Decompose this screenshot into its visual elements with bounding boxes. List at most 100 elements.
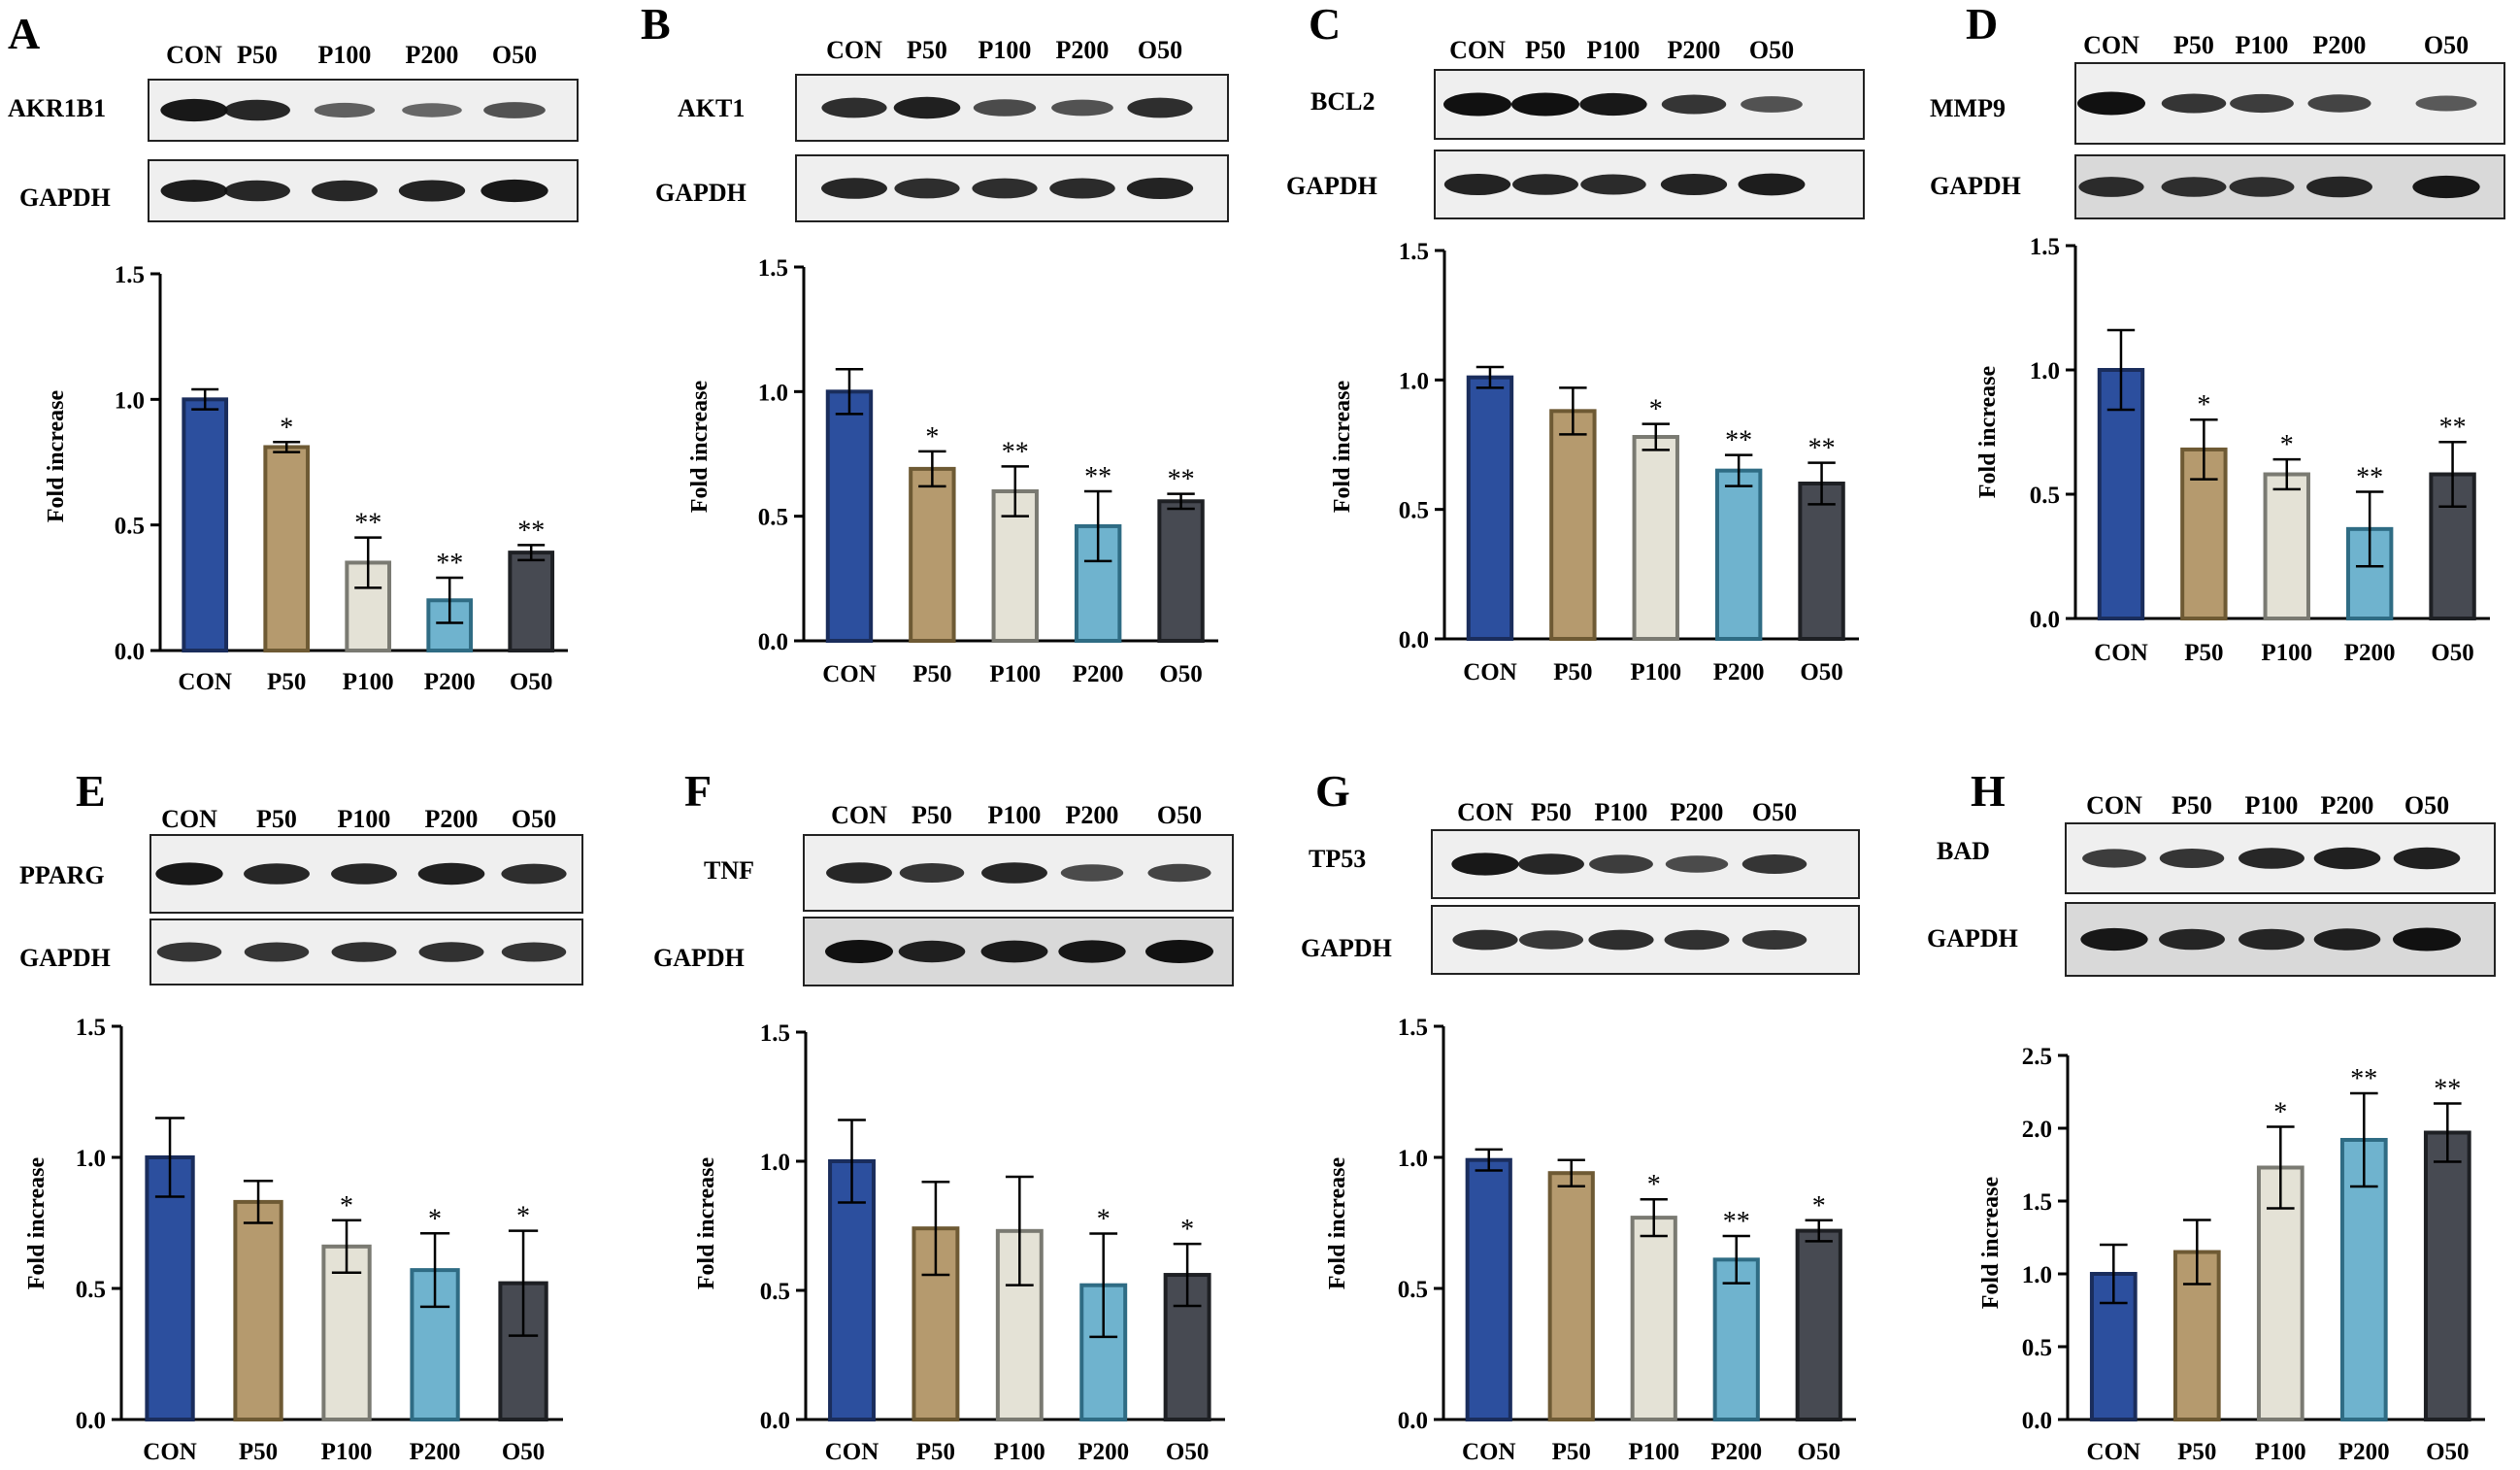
protein-label: TNF xyxy=(704,856,754,885)
x-tick-label: O50 xyxy=(1159,661,1202,687)
x-tick-label: P50 xyxy=(2177,1439,2216,1465)
blot-band xyxy=(418,942,484,962)
blot-band xyxy=(972,178,1038,199)
y-tick-label: 0.5 xyxy=(1398,1277,1428,1303)
blot-lane-label: CON xyxy=(166,41,222,69)
y-tick-label: 0.0 xyxy=(76,1408,106,1434)
blot-band xyxy=(899,863,965,883)
panel-letter: D xyxy=(1966,0,1998,49)
blot-band xyxy=(331,863,397,885)
gapdh-label: GAPDH xyxy=(1301,934,1392,962)
blot-lane-label: O50 xyxy=(512,805,556,833)
gapdh-label: GAPDH xyxy=(19,184,111,212)
significance-mark: ** xyxy=(1723,1207,1750,1237)
blot-lane-label: CON xyxy=(161,805,217,833)
blot-band xyxy=(398,180,466,202)
bar xyxy=(1465,1157,1512,1421)
y-tick-label: 0.5 xyxy=(2022,1335,2052,1361)
bar xyxy=(263,445,311,653)
bar xyxy=(825,389,874,643)
blot-lane-label: CON xyxy=(1449,36,1506,64)
blot-lane-label: P100 xyxy=(1587,36,1641,64)
blot-band xyxy=(2161,177,2227,197)
blot-band xyxy=(1579,92,1647,117)
blot-lane-label: P50 xyxy=(1525,36,1566,64)
x-tick-label: P100 xyxy=(989,661,1041,687)
significance-mark: ** xyxy=(2356,462,2383,492)
blot-lane-label: P100 xyxy=(2245,791,2299,819)
blot-band xyxy=(2159,928,2225,951)
blot-band xyxy=(1060,864,1124,882)
blot-band xyxy=(244,863,310,885)
bar xyxy=(2097,368,2145,620)
blot-lane-label: P100 xyxy=(2236,31,2289,59)
blot-band xyxy=(1451,852,1519,876)
blot-band xyxy=(1452,929,1518,951)
panel-letter: A xyxy=(8,9,40,58)
panel-letter: E xyxy=(76,766,106,816)
y-axis-label: Fold increase xyxy=(694,1157,719,1290)
y-axis-label: Fold increase xyxy=(1975,366,2001,499)
blot-band xyxy=(1580,174,1646,195)
blot-band xyxy=(160,180,228,202)
blot-band xyxy=(1741,930,1807,950)
significance-mark: * xyxy=(2280,430,2294,460)
y-tick-label: 0.0 xyxy=(758,629,788,655)
blot-lane-label: P100 xyxy=(988,801,1042,829)
bar xyxy=(1630,1216,1677,1421)
gapdh-label: GAPDH xyxy=(1927,924,2018,952)
x-tick-label: P100 xyxy=(2255,1439,2306,1465)
x-tick-label: P100 xyxy=(1630,659,1681,685)
blot-band xyxy=(1588,929,1654,951)
blot-band xyxy=(501,942,567,962)
bar xyxy=(1466,375,1514,641)
blot-band xyxy=(2415,95,2477,112)
blot-band xyxy=(1512,174,1578,195)
y-tick-label: 0.5 xyxy=(760,1279,790,1305)
blot-lane-label: P50 xyxy=(256,805,297,833)
blot-band xyxy=(1058,940,1126,963)
significance-mark: ** xyxy=(1002,437,1029,467)
blot-band xyxy=(483,102,546,118)
protein-label: AKR1B1 xyxy=(8,94,106,122)
x-tick-label: P200 xyxy=(2338,1439,2390,1465)
y-tick-label: 1.5 xyxy=(2030,234,2060,260)
x-tick-label: P50 xyxy=(916,1439,955,1465)
bar xyxy=(1632,435,1679,641)
y-tick-label: 1.5 xyxy=(2022,1189,2052,1216)
x-tick-label: O50 xyxy=(2426,1439,2469,1465)
significance-mark: ** xyxy=(1725,426,1752,456)
significance-mark: * xyxy=(1180,1215,1194,1245)
y-axis-label: Fold increase xyxy=(1330,381,1355,514)
y-axis-label: Fold increase xyxy=(44,390,69,523)
y-tick-label: 0.0 xyxy=(2022,1408,2052,1434)
bar xyxy=(233,1199,283,1422)
blot-lane-label: O50 xyxy=(2404,791,2449,819)
x-tick-label: O50 xyxy=(502,1439,545,1465)
x-tick-label: CON xyxy=(178,669,232,695)
y-tick-label: 1.5 xyxy=(76,1015,106,1041)
blot-band xyxy=(1443,173,1511,196)
blot-band xyxy=(402,103,462,117)
significance-mark: * xyxy=(1647,1170,1661,1200)
x-tick-label: P50 xyxy=(2184,640,2223,666)
x-tick-label: CON xyxy=(822,661,877,687)
panel-f: F CON P50 P100 P200 O50 TNF GAPDH 0.0 0.5 1.0 1.5 Fo… xyxy=(653,766,1234,1465)
blot-band xyxy=(1126,177,1194,200)
y-tick-label: 1.0 xyxy=(1399,368,1429,394)
blot-band xyxy=(894,178,960,199)
y-tick-label: 0.5 xyxy=(758,505,788,531)
significance-mark: * xyxy=(1649,395,1663,425)
significance-mark: * xyxy=(2273,1098,2287,1128)
blot-band xyxy=(160,98,228,122)
blot-lane-label: O50 xyxy=(1752,798,1797,826)
blot-lane-label: O50 xyxy=(1157,801,1202,829)
blot-band xyxy=(2238,848,2304,869)
blot-lane-label: P100 xyxy=(978,36,1032,64)
blot-band xyxy=(1147,863,1211,883)
significance-mark: ** xyxy=(2439,413,2467,443)
significance-mark: ** xyxy=(354,509,381,539)
y-axis-label: Fold increase xyxy=(1325,1157,1350,1290)
blot-band xyxy=(2077,91,2145,116)
blot-band xyxy=(2161,93,2227,114)
